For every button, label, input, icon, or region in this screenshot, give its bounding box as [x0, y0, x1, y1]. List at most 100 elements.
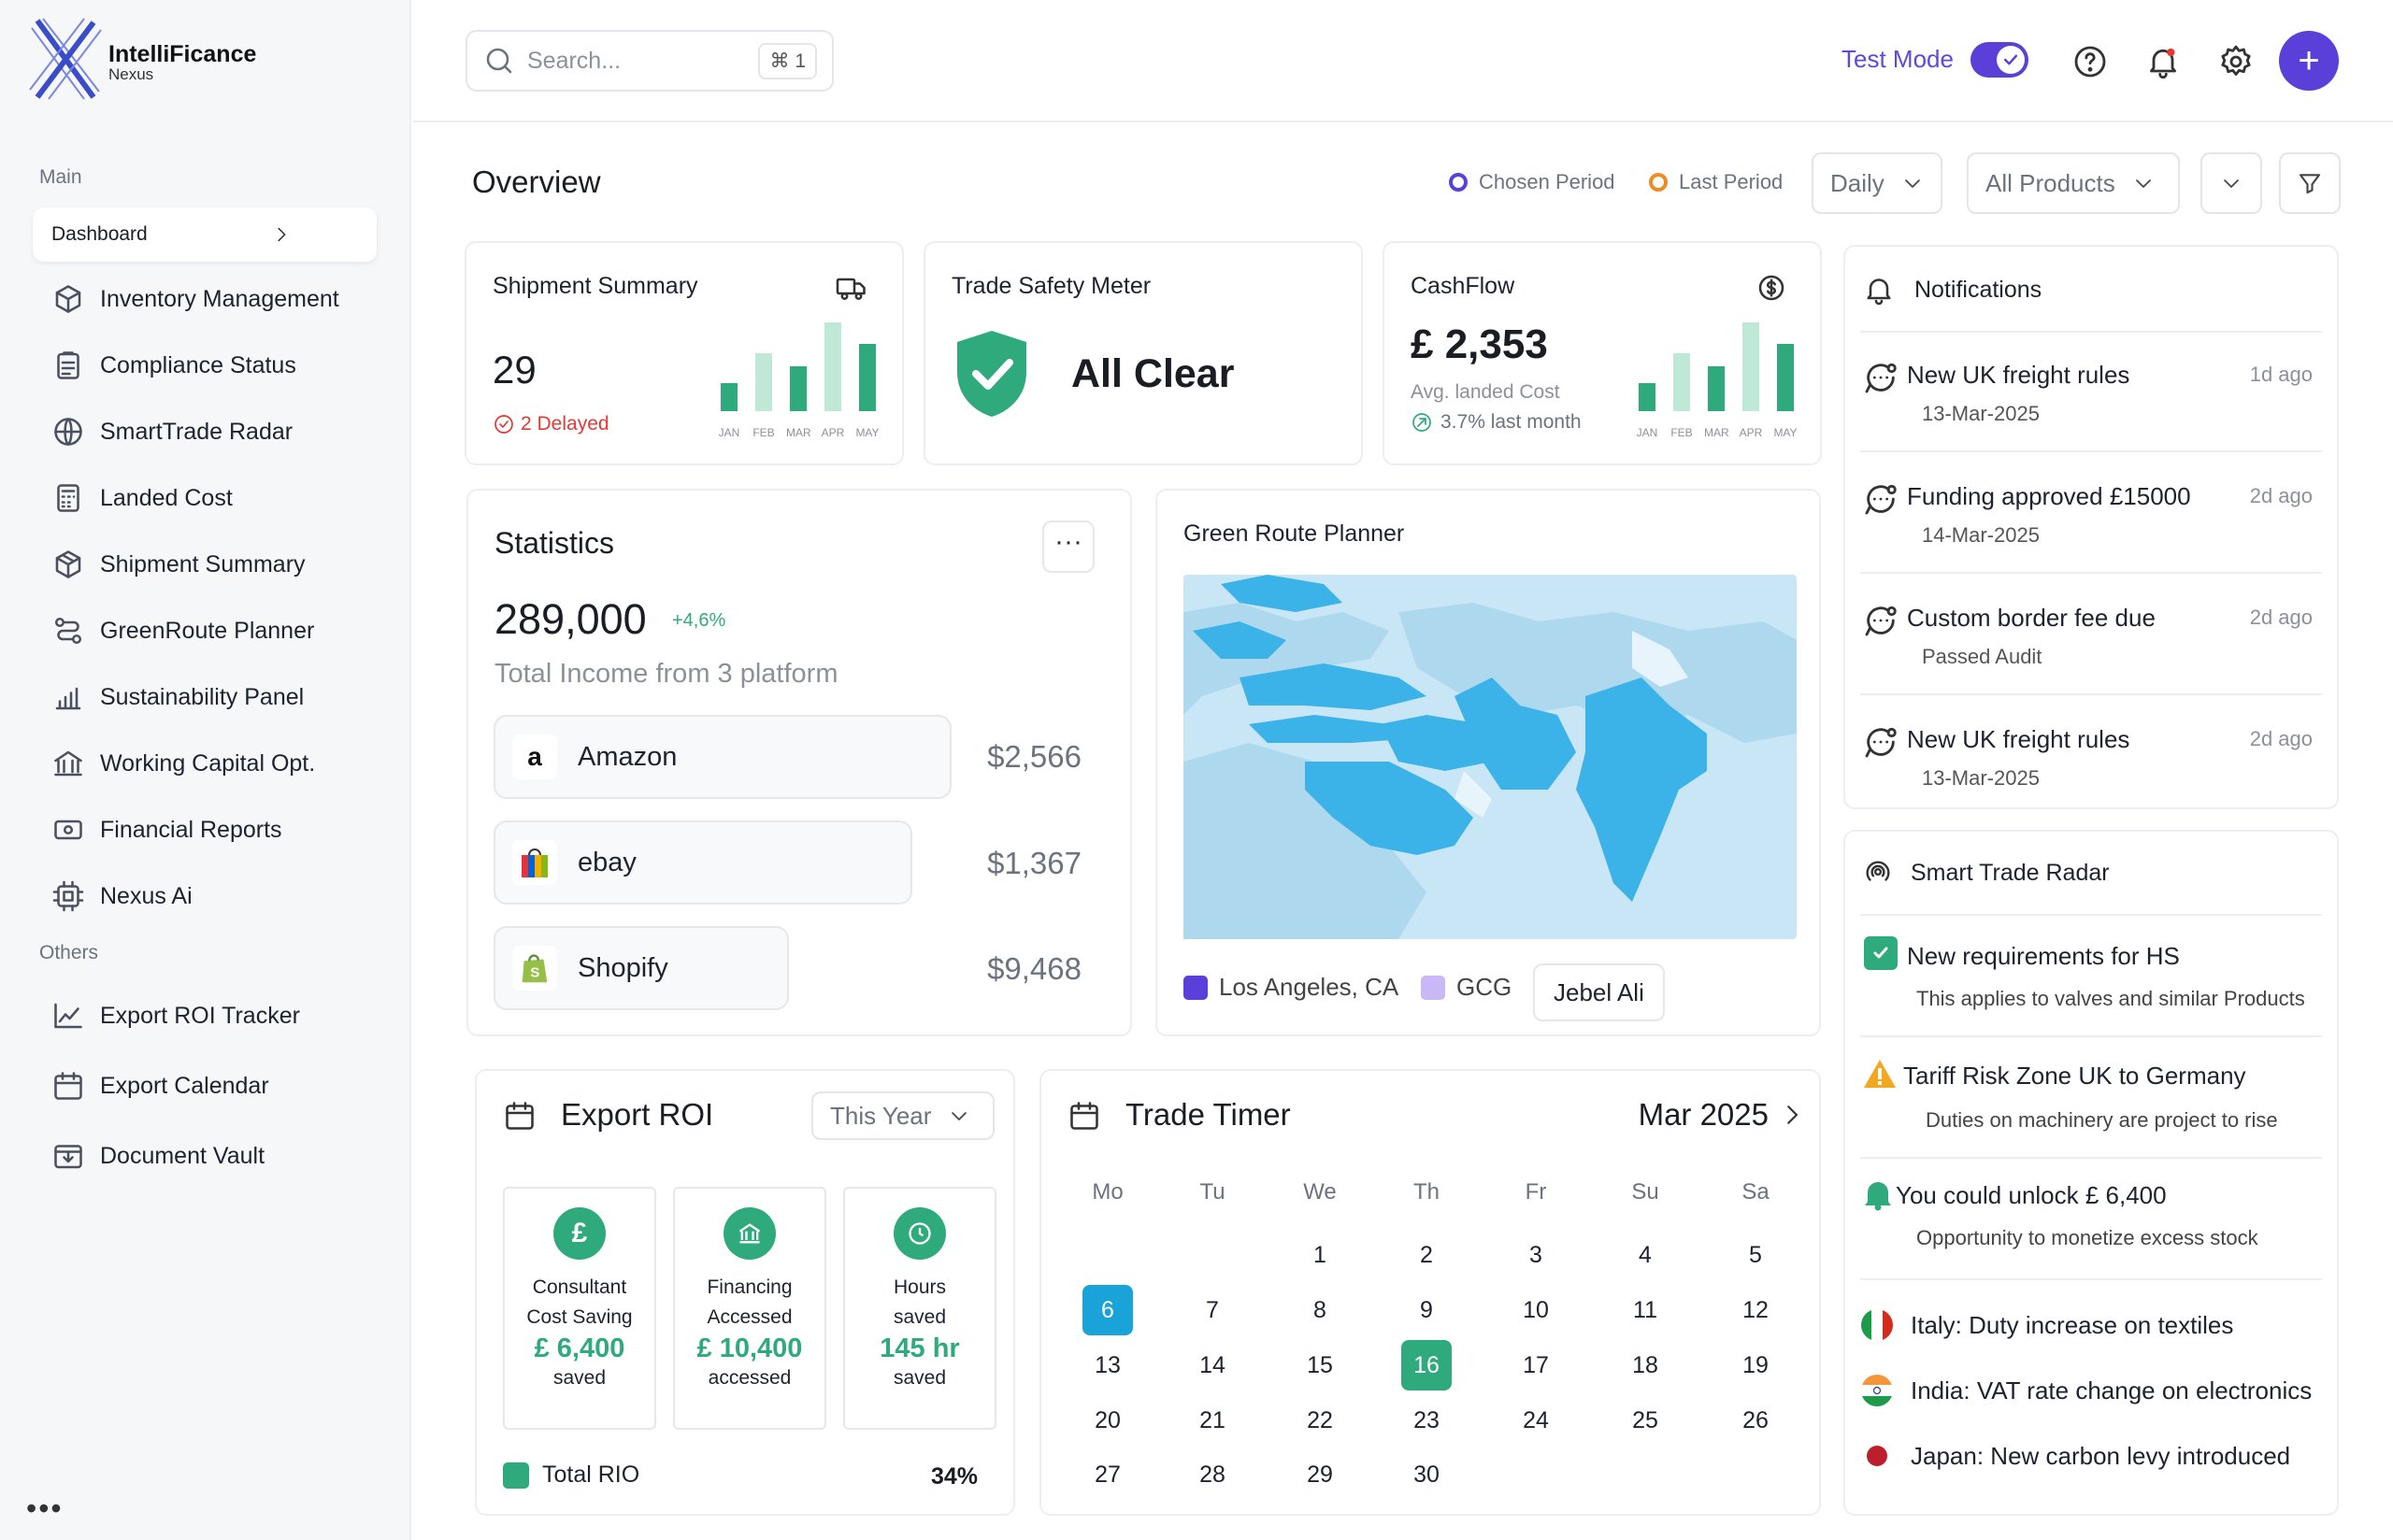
filter-button[interactable] [2279, 152, 2341, 214]
calendar-day[interactable]: 29 [1307, 1462, 1333, 1488]
calendar-day[interactable]: 7 [1206, 1297, 1219, 1323]
radar-country-italy[interactable]: Italy: Duty increase on textiles [1860, 1308, 2233, 1342]
calendar-grid: Mo Tu We Th Fr Su Sa 1 2 3 4 5 6 7 8 9 10 11 12 13 14 15 16 17 1… [1041, 1071, 1823, 1518]
check-icon [2001, 50, 2020, 69]
weekday-label: Su [1631, 1179, 1659, 1205]
test-mode-toggle[interactable] [1970, 42, 2028, 78]
radar-country-japan[interactable]: Japan: New carbon levy introduced [1860, 1439, 2290, 1473]
calendar-day[interactable]: 21 [1199, 1407, 1225, 1433]
roi-financing-box[interactable]: Financing Accessed £ 10,400 accessed [673, 1187, 826, 1430]
radar-country-india[interactable]: India: VAT rate change on electronics [1860, 1374, 2312, 1407]
delayed-badge: 2 Delayed [493, 413, 609, 435]
product-select[interactable]: All Products [1967, 152, 2180, 214]
calendar-day[interactable]: 8 [1313, 1297, 1326, 1323]
roi-hours-box[interactable]: Hours saved 145 hr saved [843, 1187, 996, 1430]
sidebar-item-sustainability-panel[interactable]: Sustainability Panel [51, 674, 397, 720]
sidebar-item-shipment-summary[interactable]: Shipment Summary [51, 541, 397, 588]
platform-amazon[interactable]: a Amazon [494, 715, 952, 799]
calendar-day[interactable]: 24 [1523, 1407, 1549, 1433]
calendar-day[interactable]: 25 [1632, 1407, 1658, 1433]
radar-item[interactable]: New requirements for HS This applies to … [1860, 916, 2322, 1037]
calendar-day[interactable]: 3 [1529, 1242, 1542, 1268]
calendar-day[interactable]: 22 [1307, 1407, 1333, 1433]
help-icon[interactable] [2071, 43, 2109, 80]
topbar [413, 0, 2393, 122]
calendar-day[interactable]: 5 [1749, 1242, 1762, 1268]
sidebar-item-label: Sustainability Panel [100, 683, 305, 710]
route-icon [51, 614, 85, 648]
weekday-label: Tu [1199, 1179, 1225, 1205]
calendar-day[interactable]: 1 [1313, 1242, 1326, 1268]
radar-item-desc: Duties on machinery are project to rise [1926, 1108, 2278, 1132]
platform-ebay[interactable]: ebay [494, 820, 912, 905]
notification-time: 2d ago [2249, 484, 2313, 507]
sidebar-item-inventory-management[interactable]: Inventory Management [51, 276, 397, 322]
calendar-day[interactable]: 26 [1742, 1407, 1769, 1433]
sidebar-item-compliance-status[interactable]: Compliance Status [51, 342, 397, 389]
sidebar-item-greenroute-planner[interactable]: GreenRoute Planner [51, 607, 397, 654]
legend-label: GCG [1456, 973, 1512, 1001]
roi-period-select[interactable]: This Year [811, 1091, 995, 1140]
sidebar-item-document-vault[interactable]: Document Vault [51, 1133, 397, 1179]
sidebar-item-landed-cost[interactable]: Landed Cost [51, 475, 397, 521]
notification-item[interactable]: New UK freight rules 13-Mar-2025 1d ago [1860, 333, 2322, 452]
radar-item[interactable]: You could unlock £ 6,400 Opportunity to … [1860, 1159, 2322, 1280]
calendar-day[interactable]: 23 [1413, 1407, 1440, 1433]
calendar-day[interactable]: 2 [1420, 1242, 1433, 1268]
calendar-day[interactable]: 18 [1632, 1352, 1658, 1378]
calendar-day[interactable]: 14 [1199, 1352, 1225, 1378]
jebel-ali-button[interactable]: Jebel Ali [1533, 963, 1665, 1021]
notification-title: New UK freight rules [1907, 361, 2130, 389]
calendar-day[interactable]: 15 [1307, 1352, 1333, 1378]
radar-item[interactable]: Tariff Risk Zone UK to Germany Duties on… [1860, 1037, 2322, 1159]
calendar-day[interactable]: 27 [1095, 1462, 1121, 1488]
calendar-day[interactable]: 11 [1633, 1297, 1657, 1323]
radar-item-desc: This applies to valves and similar Produ… [1916, 987, 2305, 1010]
calendar-day[interactable]: 30 [1413, 1462, 1440, 1488]
cashflow-mini-chart [1639, 318, 1794, 411]
sidebar-item-dashboard[interactable]: Dashboard [33, 207, 377, 262]
add-button[interactable]: + [2279, 31, 2339, 91]
calendar-day[interactable]: 9 [1420, 1297, 1433, 1323]
calendar-day[interactable]: 13 [1095, 1352, 1121, 1378]
more-options-icon[interactable]: ••• [26, 1491, 64, 1525]
calendar-day[interactable]: 28 [1199, 1462, 1225, 1488]
gear-icon[interactable] [2217, 43, 2255, 80]
shield-check-icon [957, 331, 1026, 417]
calendar-day[interactable]: 17 [1523, 1352, 1549, 1378]
total-rio: Total RIO [503, 1462, 639, 1489]
calendar-day[interactable]: 4 [1639, 1242, 1652, 1268]
expand-button[interactable] [2200, 152, 2262, 214]
platform-value: $1,367 [987, 846, 1082, 880]
chevron-right-icon[interactable] [1778, 1101, 1806, 1129]
route-map[interactable] [1183, 575, 1797, 939]
notification-item[interactable]: Funding approved £15000 14-Mar-2025 2d ago [1860, 454, 2322, 574]
sidebar-item-financial-reports[interactable]: Financial Reports [51, 806, 397, 853]
search-shortcut: ⌘ 1 [758, 42, 817, 79]
sidebar-item-export-roi-tracker[interactable]: Export ROI Tracker [51, 992, 397, 1039]
calendar-day[interactable]: 6 [1082, 1285, 1133, 1335]
calendar-day[interactable]: 19 [1742, 1352, 1769, 1378]
sidebar-item-smarttrade-radar[interactable]: SmartTrade Radar [51, 408, 397, 455]
calendar-day[interactable]: 10 [1523, 1297, 1549, 1323]
calendar-day[interactable]: 12 [1742, 1297, 1769, 1323]
notification-item[interactable]: Custom border fee due Passed Audit 2d ago [1860, 576, 2322, 695]
sidebar-item-nexus-ai[interactable]: Nexus Ai [51, 873, 397, 920]
card-title: CashFlow [1411, 273, 1515, 299]
more-options-button[interactable]: ··· [1042, 520, 1095, 573]
notification-item[interactable]: New UK freight rules 13-Mar-2025 2d ago [1860, 697, 2322, 817]
legend-label: Last Period [1679, 170, 1784, 193]
sidebar-item-export-calendar[interactable]: Export Calendar [51, 1062, 397, 1109]
bell-icon[interactable] [2144, 43, 2182, 80]
period-select[interactable]: Daily [1812, 152, 1942, 214]
platform-shopify[interactable]: S Shopify [494, 926, 789, 1010]
logo[interactable]: IntelliFicance Nexus [28, 17, 271, 110]
calendar-day[interactable]: 16 [1401, 1340, 1452, 1390]
calendar-day[interactable]: 20 [1095, 1407, 1121, 1433]
search-input[interactable]: Search... ⌘ 1 [466, 30, 834, 92]
roi-consultant-box[interactable]: £ Consultant Cost Saving £ 6,400 saved [503, 1187, 656, 1430]
platform-value: $9,468 [987, 951, 1082, 986]
sidebar-item-working-capital-opt[interactable]: Working Capital Opt. [51, 740, 397, 787]
mini-bar-label: MAY [855, 426, 880, 439]
mini-bar-label: JAN [718, 426, 740, 439]
